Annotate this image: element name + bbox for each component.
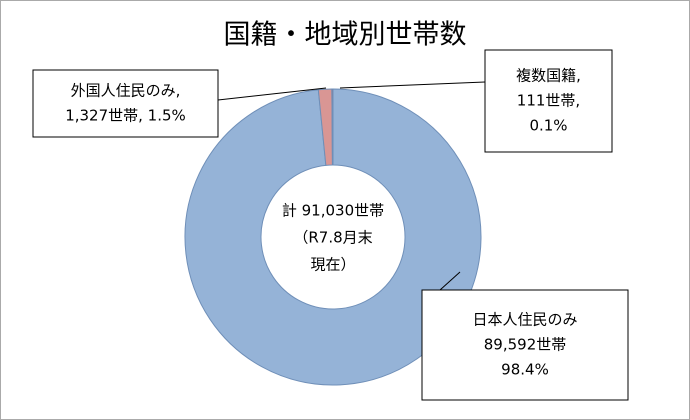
chart-title: 国籍・地域別世帯数 <box>224 20 467 51</box>
center-label: 計 91,030世帯 <box>282 202 384 220</box>
slice <box>331 88 334 166</box>
data-label: 111世帯, <box>517 92 580 110</box>
data-label: 1,327世帯, 1.5% <box>65 107 186 125</box>
leader-line <box>339 81 486 89</box>
center-label: 現在） <box>310 256 355 274</box>
leader-line <box>217 87 327 101</box>
slice <box>184 88 482 386</box>
center-label: （R7.8月末 <box>293 229 372 247</box>
callout-box <box>32 69 219 138</box>
data-label: 89,592世帯 <box>484 336 567 354</box>
data-label: 外国人住民のみ, <box>71 82 181 100</box>
callout-box <box>421 289 629 401</box>
leader-line <box>439 271 461 291</box>
data-label: 複数国籍, <box>516 67 581 85</box>
data-label: 98.4% <box>501 361 549 379</box>
data-label: 日本人住民のみ <box>472 311 577 329</box>
callout-box <box>484 49 613 153</box>
data-label: 0.1% <box>529 117 567 135</box>
